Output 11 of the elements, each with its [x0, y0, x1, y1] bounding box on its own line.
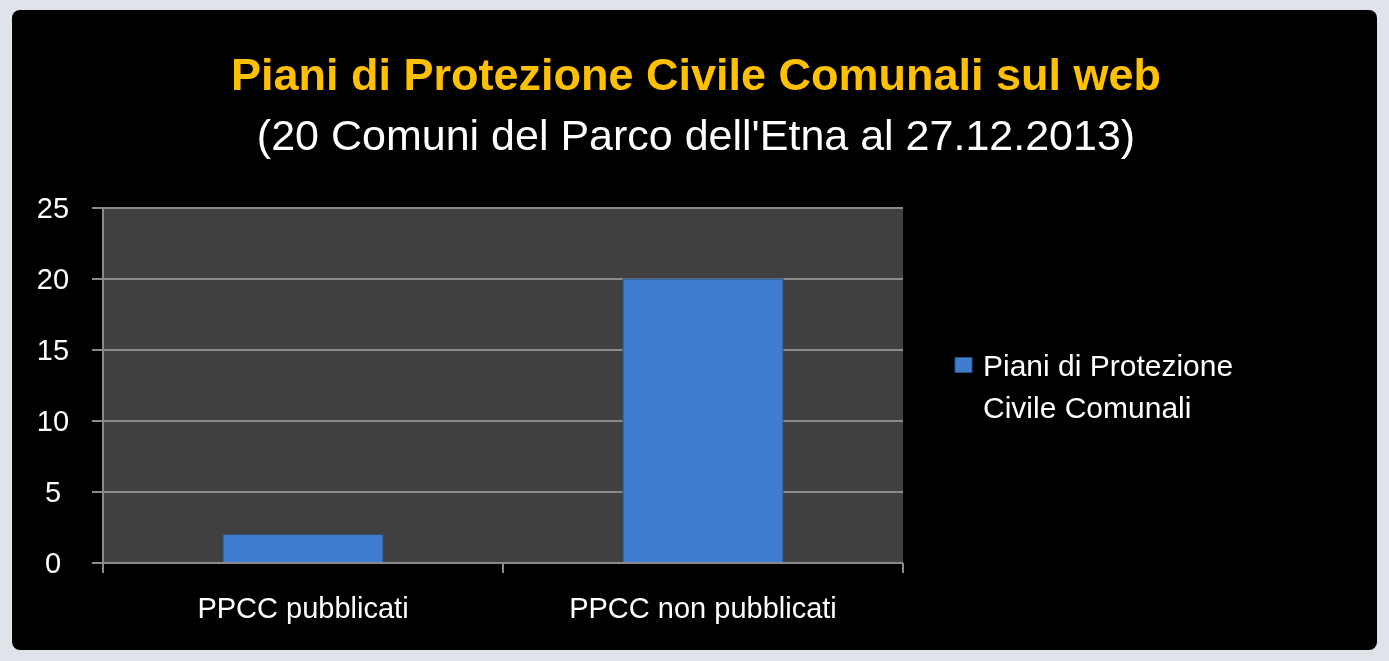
y-tick-label: 20: [36, 263, 70, 296]
x-tick-label: PPCC non pubblicati: [569, 592, 837, 624]
y-tick-label: 5: [44, 476, 62, 509]
chart-title: Piani di Protezione Civile Comunali sul web: [230, 49, 1162, 100]
y-tick-label: 25: [36, 192, 70, 225]
y-tick-label: 10: [36, 405, 70, 438]
chart-subtitle: (20 Comuni del Parco dell'Etna al 27.12.2013): [256, 111, 1136, 159]
x-tick-label: PPCC pubblicati: [197, 592, 409, 624]
y-tick-label: 15: [36, 334, 70, 367]
y-tick-label: 0: [44, 547, 62, 580]
legend-label: Piani di Protezione Civile Comunali: [983, 349, 1234, 424]
